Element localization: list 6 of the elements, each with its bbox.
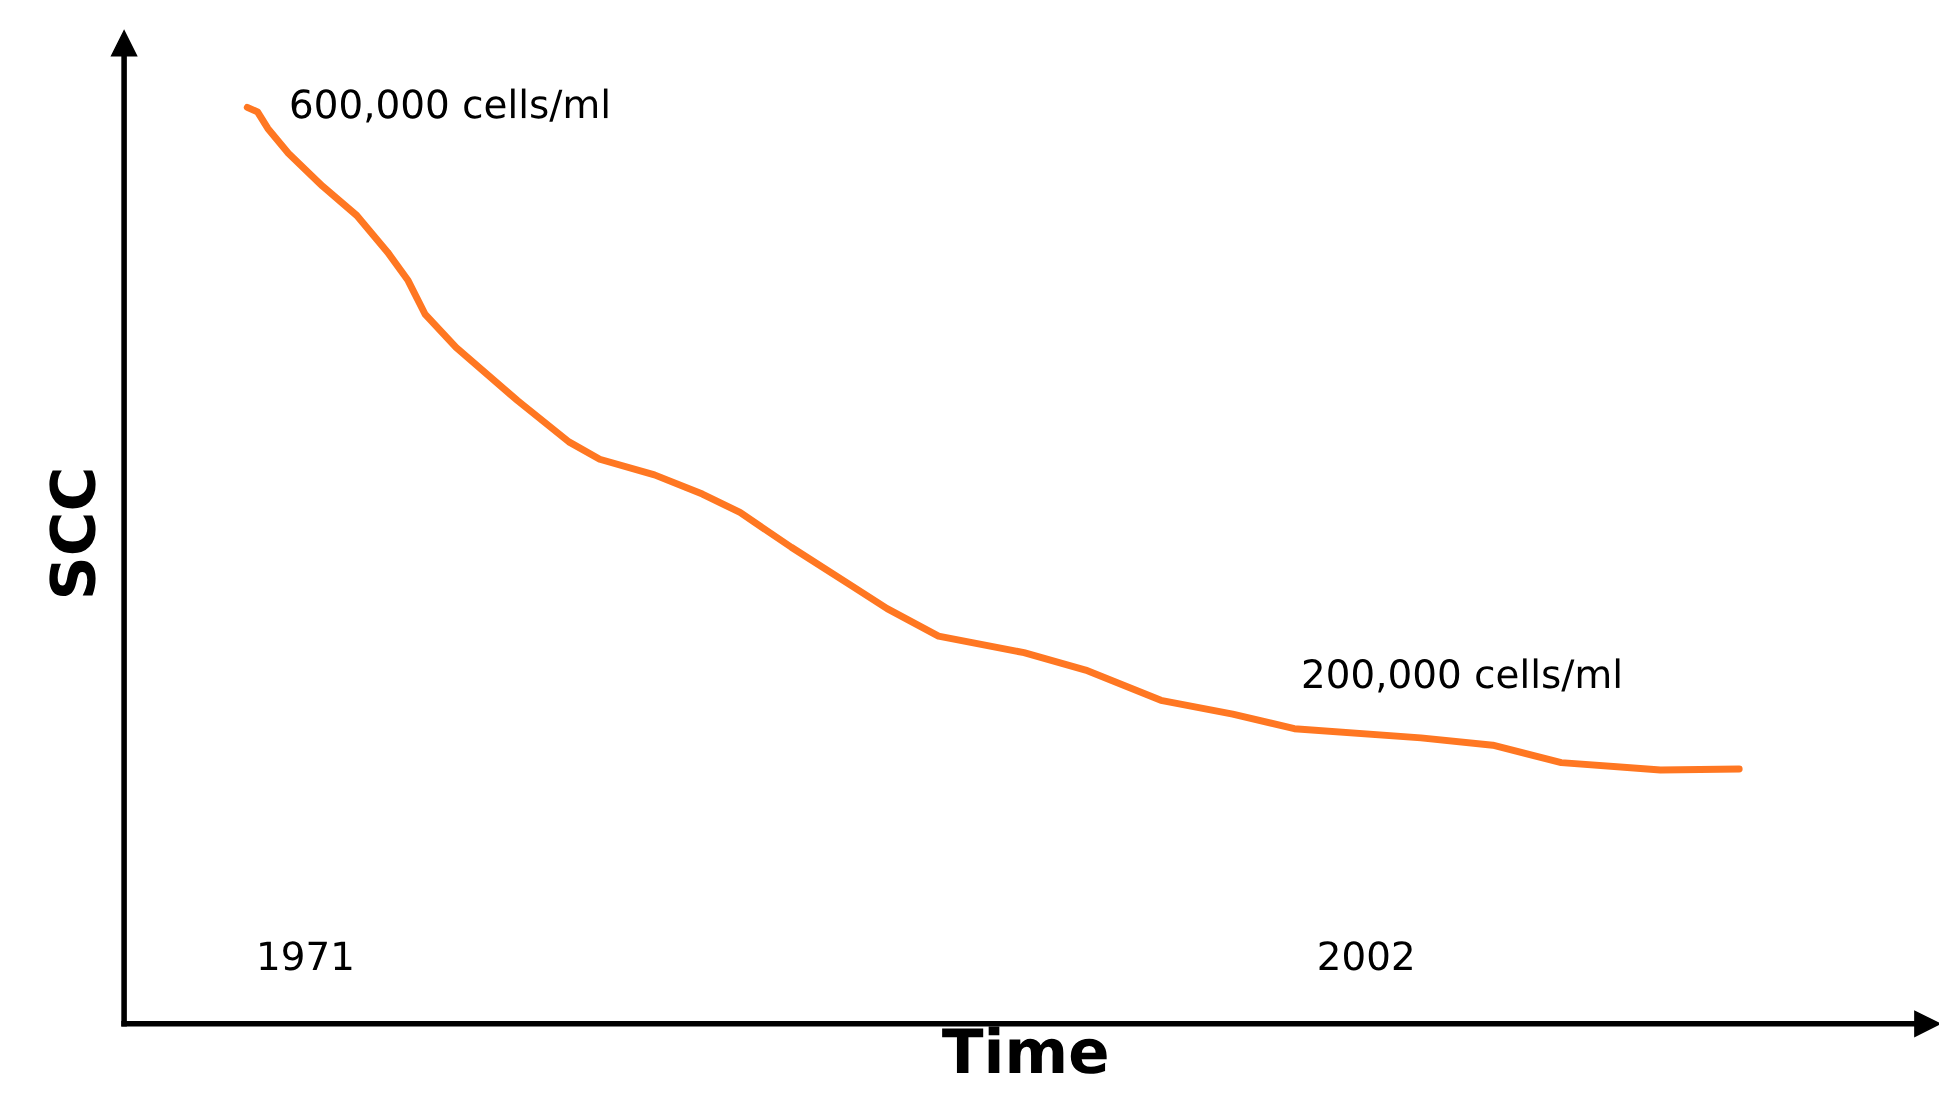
x-tick-label: 2002 bbox=[1319, 941, 1412, 971]
y-axis-title: SCC bbox=[49, 470, 96, 596]
x-axis-title: Time bbox=[942, 1026, 1107, 1074]
x-tick-label: 1971 bbox=[260, 941, 352, 971]
annotation: 600,000 cells/ml bbox=[291, 88, 608, 123]
annotation: 200,000 cells/ml bbox=[1303, 658, 1620, 693]
